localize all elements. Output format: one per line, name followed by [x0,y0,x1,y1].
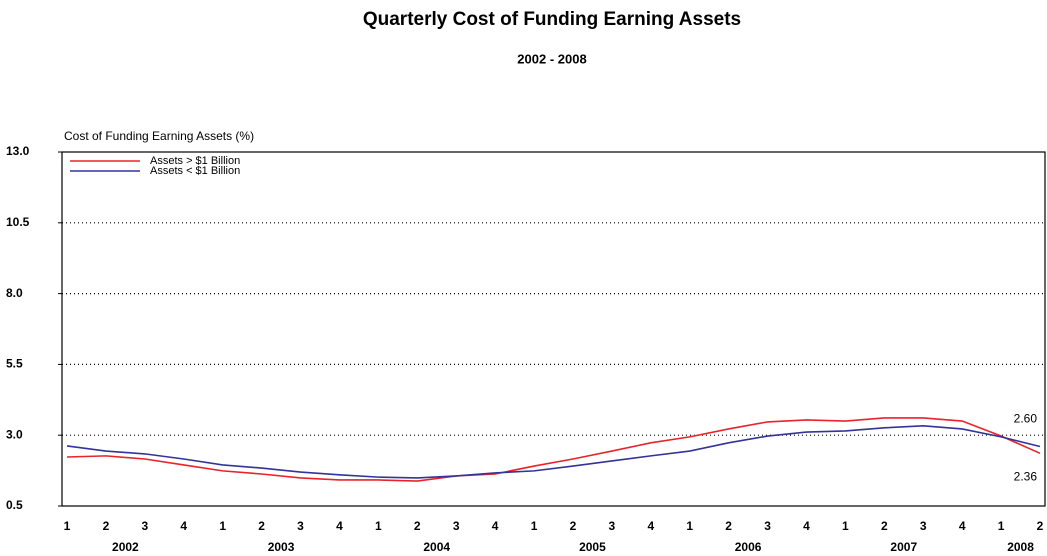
x-tick-label: 1 [842,519,849,533]
y-tick-label: 8.0 [6,286,23,300]
y-tick-label: 10.5 [6,215,30,229]
series-line [66,425,1041,479]
x-tick-label: 2 [570,519,577,533]
x-tick-label: 3 [141,519,148,533]
x-tick-label: 2 [258,519,265,533]
value-label: 2.60 [1014,412,1038,426]
chart-title: Quarterly Cost of Funding Earning Assets [363,9,741,30]
x-tick-label: 1 [998,519,1005,533]
x-tick-label: 3 [609,519,616,533]
plot-frame [61,151,1046,507]
x-tick-label: 3 [920,519,927,533]
x-tick-label: 4 [959,519,966,533]
value-label: 2.36 [1014,469,1038,483]
x-tick-label: 1 [531,519,538,533]
x-tick-label: 3 [764,519,771,533]
year-label: 2007 [890,540,917,554]
x-tick-label: 2 [1037,519,1044,533]
y-tick-label: 13.0 [6,144,30,158]
series-line [66,417,1041,482]
x-tick-label: 1 [375,519,382,533]
x-tick-label: 4 [336,519,343,533]
x-tick-label: 4 [803,519,810,533]
chart-subtitle: 2002 - 2008 [517,51,586,66]
y-tick-label: 3.0 [6,427,23,441]
year-label: 2002 [112,540,139,554]
x-tick-label: 2 [725,519,732,533]
y-tick-label: 0.5 [6,498,23,512]
legend-label: Assets < $1 Billion [150,165,240,177]
legend-label: Assets > $1 Billion [150,155,240,167]
y-tick-label: 5.5 [6,357,23,371]
year-label: 2008 [1007,540,1034,554]
x-tick-label: 3 [453,519,460,533]
x-tick-label: 2 [103,519,110,533]
x-tick-label: 2 [414,519,421,533]
x-tick-label: 1 [64,519,71,533]
x-tick-label: 3 [297,519,304,533]
x-tick-label: 4 [180,519,187,533]
year-label: 2004 [423,540,450,554]
x-tick-label: 4 [647,519,654,533]
y-axis-title: Cost of Funding Earning Assets (%) [64,129,254,143]
x-tick-label: 2 [881,519,888,533]
x-tick-label: 1 [219,519,226,533]
year-label: 2005 [579,540,606,554]
x-tick-label: 4 [492,519,499,533]
year-label: 2003 [268,540,295,554]
x-tick-label: 1 [686,519,693,533]
year-label: 2006 [735,540,762,554]
